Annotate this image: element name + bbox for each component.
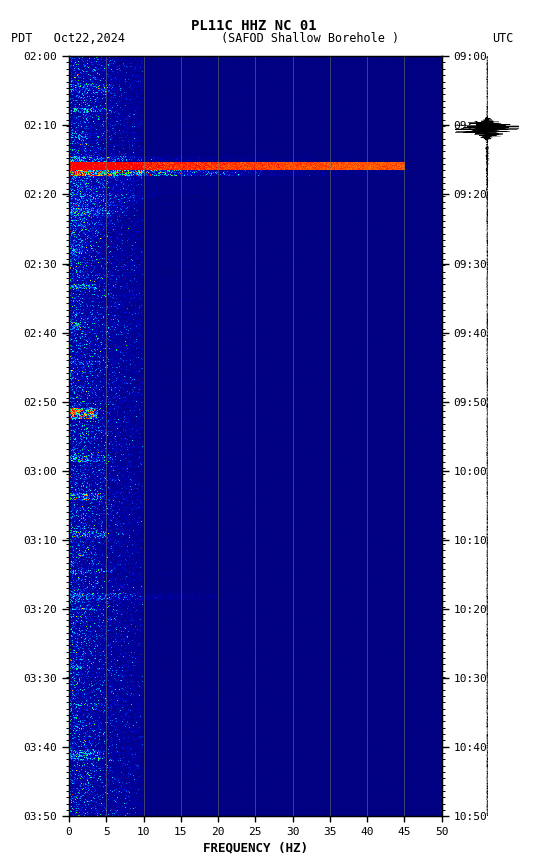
Text: UTC: UTC (492, 32, 513, 45)
Text: PDT   Oct22,2024: PDT Oct22,2024 (11, 32, 125, 45)
X-axis label: FREQUENCY (HZ): FREQUENCY (HZ) (203, 841, 308, 854)
Text: PL11C HHZ NC 01: PL11C HHZ NC 01 (191, 19, 317, 33)
Text: (SAFOD Shallow Borehole ): (SAFOD Shallow Borehole ) (221, 32, 399, 45)
